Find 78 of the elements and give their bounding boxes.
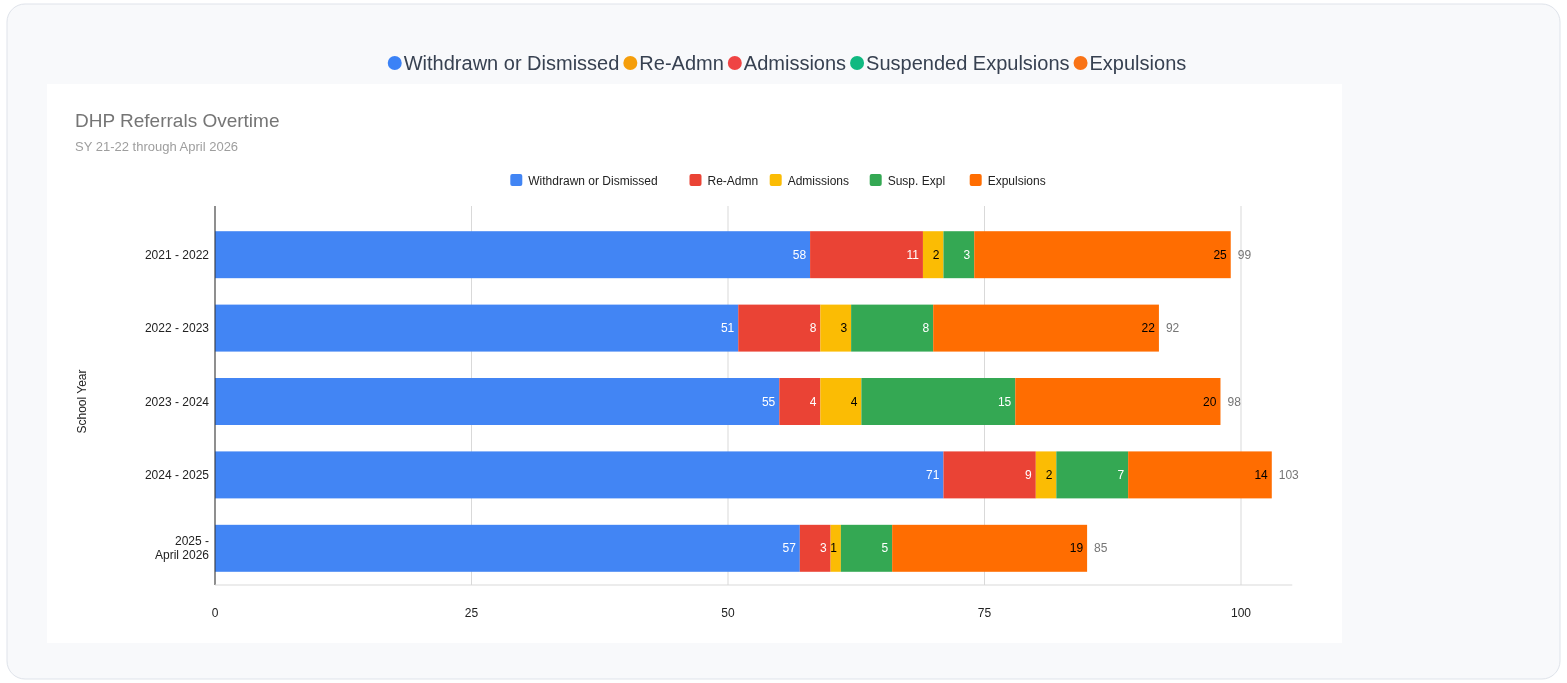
text: Re-Admn: [639, 52, 724, 74]
data-label: 71: [926, 467, 940, 482]
data-label: 58: [792, 247, 807, 262]
data-label: 9: [1025, 467, 1033, 482]
legend-label: Withdrawn or Dismissed: [528, 174, 658, 188]
x-tick-label: 50: [721, 606, 735, 620]
data-label: 11: [906, 247, 920, 262]
bar: [738, 304, 821, 352]
data-label: 1: [830, 541, 838, 556]
legend-label: Admissions: [787, 174, 850, 188]
data-label: 55: [761, 394, 776, 409]
data-label: 15: [997, 394, 1012, 409]
total-label: 103: [1278, 467, 1300, 482]
legend-label: Susp. Expl: [887, 174, 946, 188]
data-label: 57: [782, 541, 797, 556]
bar: [779, 378, 821, 425]
data-label: 4: [850, 394, 858, 409]
data-label: 3: [819, 541, 827, 556]
bar: [215, 451, 944, 499]
data-label: 8: [809, 321, 817, 336]
text: Suspended Expulsions: [866, 52, 1070, 74]
data-label: 19: [1069, 541, 1084, 556]
data-label: 3: [840, 321, 848, 336]
bar: [922, 231, 944, 279]
total-label: 85: [1094, 541, 1108, 556]
x-tick-label: 25: [464, 606, 479, 620]
y-tick-label: 2024 - 2025: [144, 467, 210, 482]
y-axis-title: School Year: [75, 369, 89, 434]
bar: [810, 231, 923, 279]
bar: [830, 524, 841, 572]
total-label: 98: [1227, 394, 1242, 409]
data-label: 20: [1203, 394, 1217, 409]
bar: [820, 378, 862, 425]
data-label: 7: [1117, 467, 1125, 482]
bar: [933, 304, 1159, 352]
bar: [943, 231, 975, 279]
legend-label: Re-Admn: [707, 174, 759, 188]
bar: [840, 524, 893, 572]
bar: [215, 378, 780, 425]
bar: [943, 451, 1036, 499]
bar: [1128, 451, 1272, 499]
data-label: 25: [1213, 247, 1228, 262]
y-tick-label: 2025 - April 2026: [154, 534, 210, 563]
bar: [215, 304, 739, 352]
bar: [1035, 451, 1057, 499]
data-label: 5: [881, 541, 889, 556]
bar: [799, 524, 831, 572]
data-label: 2: [932, 247, 940, 262]
legend-label: Expulsions: [987, 174, 1046, 188]
data-label: 14: [1254, 467, 1269, 482]
data-label: 51: [720, 321, 735, 336]
y-tick-label: 2022 - 2023: [144, 321, 210, 336]
data-label: 3: [963, 247, 971, 262]
bar: [215, 524, 800, 572]
data-label: 2: [1045, 467, 1053, 482]
bar: [820, 304, 852, 352]
bar: [974, 231, 1231, 279]
bar: [1056, 451, 1129, 499]
text: Expulsions: [1089, 52, 1187, 74]
data-label: 22: [1141, 321, 1156, 336]
x-tick-label: 0: [211, 606, 219, 620]
x-tick-label: 75: [977, 606, 992, 620]
bar: [215, 231, 811, 279]
chart-title: DHP Referrals Overtime: [75, 110, 280, 131]
bar: [1015, 378, 1221, 425]
bar: [892, 524, 1088, 572]
bar: [851, 304, 934, 352]
y-tick-label: 2023 - 2024: [144, 394, 210, 409]
y-tick-label: 2021 - 2022: [144, 247, 210, 262]
bar: [861, 378, 1016, 425]
data-label: 8: [922, 321, 930, 336]
total-label: 92: [1165, 321, 1180, 336]
text: Withdrawn or Dismissed: [403, 52, 620, 74]
chart-subtitle: SY 21-22 through April 2026: [75, 139, 239, 154]
total-label: 99: [1237, 247, 1252, 262]
data-label: 4: [809, 394, 817, 409]
text: Admissions: [743, 52, 847, 74]
x-tick-label: 100: [1230, 606, 1252, 620]
